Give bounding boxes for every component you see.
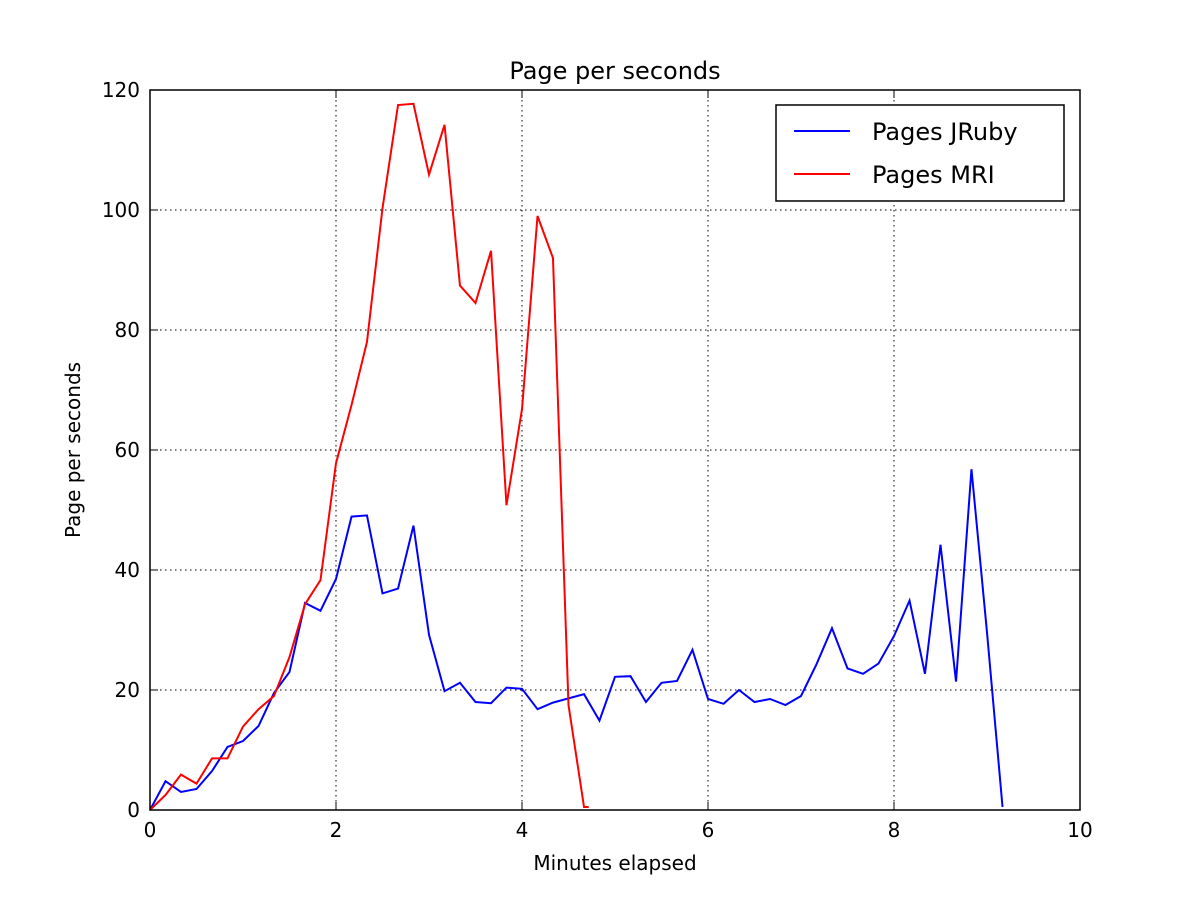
x-tick-label: 2 [330,818,343,842]
y-tick-label: 100 [102,198,140,222]
legend-label-mri: Pages MRI [872,161,995,189]
y-tick-label: 80 [115,318,140,342]
x-tick-label: 8 [888,818,901,842]
x-tick-label: 6 [702,818,715,842]
y-tick-label: 0 [127,798,140,822]
y-axis-label: Page per seconds [61,362,85,538]
grid [150,90,1080,810]
y-tick-label: 120 [102,78,140,102]
series-layer [149,102,1004,811]
y-tick-label: 40 [115,558,140,582]
y-tick-label: 60 [115,438,140,462]
x-tick-label: 0 [144,818,157,842]
legend-box [775,104,1065,202]
x-tick-label: 10 [1067,818,1092,842]
legend-label-jruby: Pages JRuby [872,118,1018,146]
x-tick-label: 4 [516,818,529,842]
legend: Pages JRuby Pages MRI [775,104,1065,202]
chart-title: Page per seconds [509,57,720,85]
series-line-jruby [149,469,1004,811]
series-line-mri [149,102,589,811]
y-tick-label: 20 [115,678,140,702]
x-axis-label: Minutes elapsed [533,851,696,875]
